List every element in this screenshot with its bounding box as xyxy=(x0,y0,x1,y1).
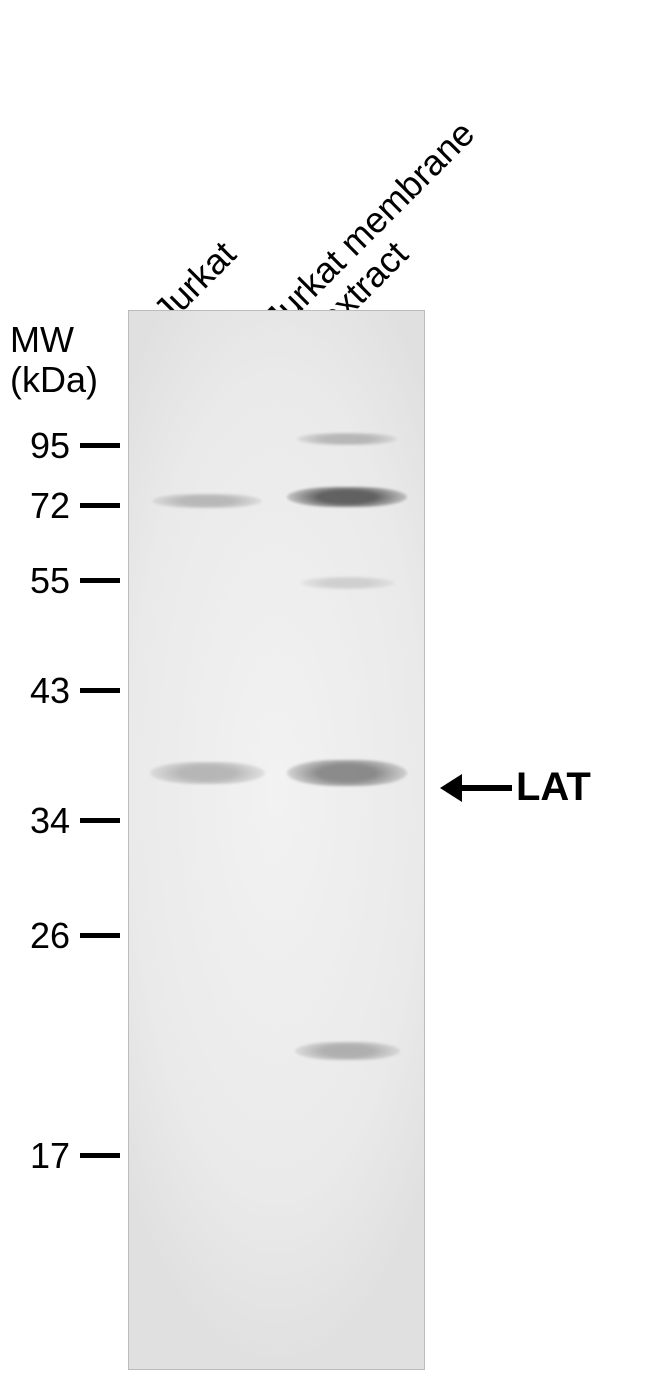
western-blot-figure: Jurkat Jurkat membrane extract MW (kDa) … xyxy=(0,0,650,1391)
arrow-shaft xyxy=(462,785,512,791)
blot-band xyxy=(287,487,407,507)
blot-band xyxy=(297,433,397,445)
mw-label-43: 43 xyxy=(10,670,70,712)
blot-band xyxy=(152,494,262,508)
mw-header-line1: MW xyxy=(10,320,98,360)
mw-tick-72 xyxy=(80,503,120,508)
mw-label-55: 55 xyxy=(10,560,70,602)
target-label: LAT xyxy=(516,765,591,810)
mw-label-34: 34 xyxy=(10,800,70,842)
mw-tick-34 xyxy=(80,818,120,823)
arrow-head-icon xyxy=(440,774,462,802)
blot-band xyxy=(295,1042,400,1060)
mw-header: MW (kDa) xyxy=(10,320,98,399)
blot-band xyxy=(287,760,407,786)
blot-band xyxy=(300,577,395,589)
blot-band xyxy=(150,762,265,784)
mw-tick-55 xyxy=(80,578,120,583)
mw-label-72: 72 xyxy=(10,485,70,527)
mw-tick-17 xyxy=(80,1153,120,1158)
mw-label-26: 26 xyxy=(10,915,70,957)
target-annotation: LAT xyxy=(440,765,591,810)
blot-membrane xyxy=(128,310,425,1370)
mw-tick-26 xyxy=(80,933,120,938)
mw-tick-95 xyxy=(80,443,120,448)
mw-tick-43 xyxy=(80,688,120,693)
mw-label-17: 17 xyxy=(10,1135,70,1177)
mw-header-line2: (kDa) xyxy=(10,360,98,400)
mw-label-95: 95 xyxy=(10,425,70,467)
